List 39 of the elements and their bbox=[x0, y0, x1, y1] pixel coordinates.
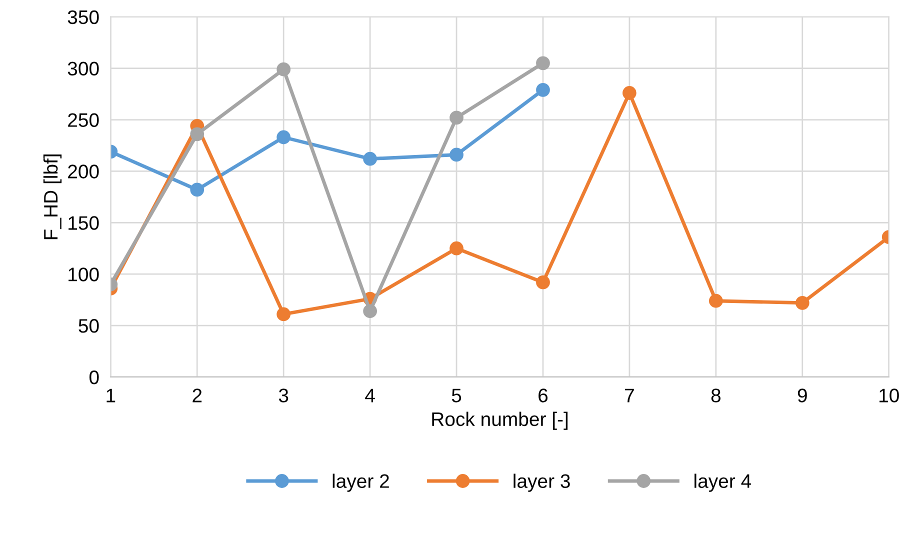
y-tick-label: 250 bbox=[68, 113, 99, 127]
point bbox=[363, 152, 377, 166]
x-tick-label: 9 bbox=[798, 388, 807, 402]
x-tick-label: 1 bbox=[106, 388, 116, 402]
x-tick-label: 6 bbox=[538, 388, 548, 402]
point bbox=[708, 294, 723, 308]
x-tick-label: 3 bbox=[278, 388, 288, 402]
y-axis-title: F_HD [lbf] bbox=[43, 154, 62, 240]
point bbox=[795, 296, 810, 310]
y-tick-label: 150 bbox=[68, 216, 99, 230]
y-tick-label: 0 bbox=[89, 370, 99, 384]
legend-label: layer 3 bbox=[514, 474, 570, 492]
legend-label: layer 4 bbox=[694, 474, 752, 492]
legend-label: layer 2 bbox=[332, 474, 389, 492]
point bbox=[190, 182, 204, 197]
x-tick-label: 8 bbox=[711, 388, 720, 402]
y-tick-label: 100 bbox=[68, 268, 99, 282]
point bbox=[276, 62, 291, 76]
point bbox=[536, 56, 550, 70]
point bbox=[190, 127, 204, 142]
point bbox=[363, 304, 377, 318]
x-tick-label: 2 bbox=[192, 388, 202, 402]
y-tick-label: 350 bbox=[68, 10, 99, 24]
y-tick-label: 200 bbox=[68, 164, 99, 178]
y-tick-label: 300 bbox=[68, 62, 99, 76]
point bbox=[276, 130, 291, 144]
x-axis-title: Rock number [-] bbox=[432, 412, 568, 430]
point bbox=[536, 275, 550, 290]
x-tick-label: 4 bbox=[365, 388, 375, 402]
point bbox=[450, 110, 464, 125]
point bbox=[450, 241, 464, 256]
y-tick-label: 50 bbox=[78, 319, 99, 333]
x-tick-label: 7 bbox=[625, 388, 634, 402]
x-tick-label: 5 bbox=[452, 388, 462, 402]
point bbox=[622, 86, 636, 100]
point bbox=[450, 148, 464, 162]
x-tick-label: 10 bbox=[880, 388, 899, 402]
point bbox=[536, 82, 550, 97]
point bbox=[276, 307, 291, 322]
